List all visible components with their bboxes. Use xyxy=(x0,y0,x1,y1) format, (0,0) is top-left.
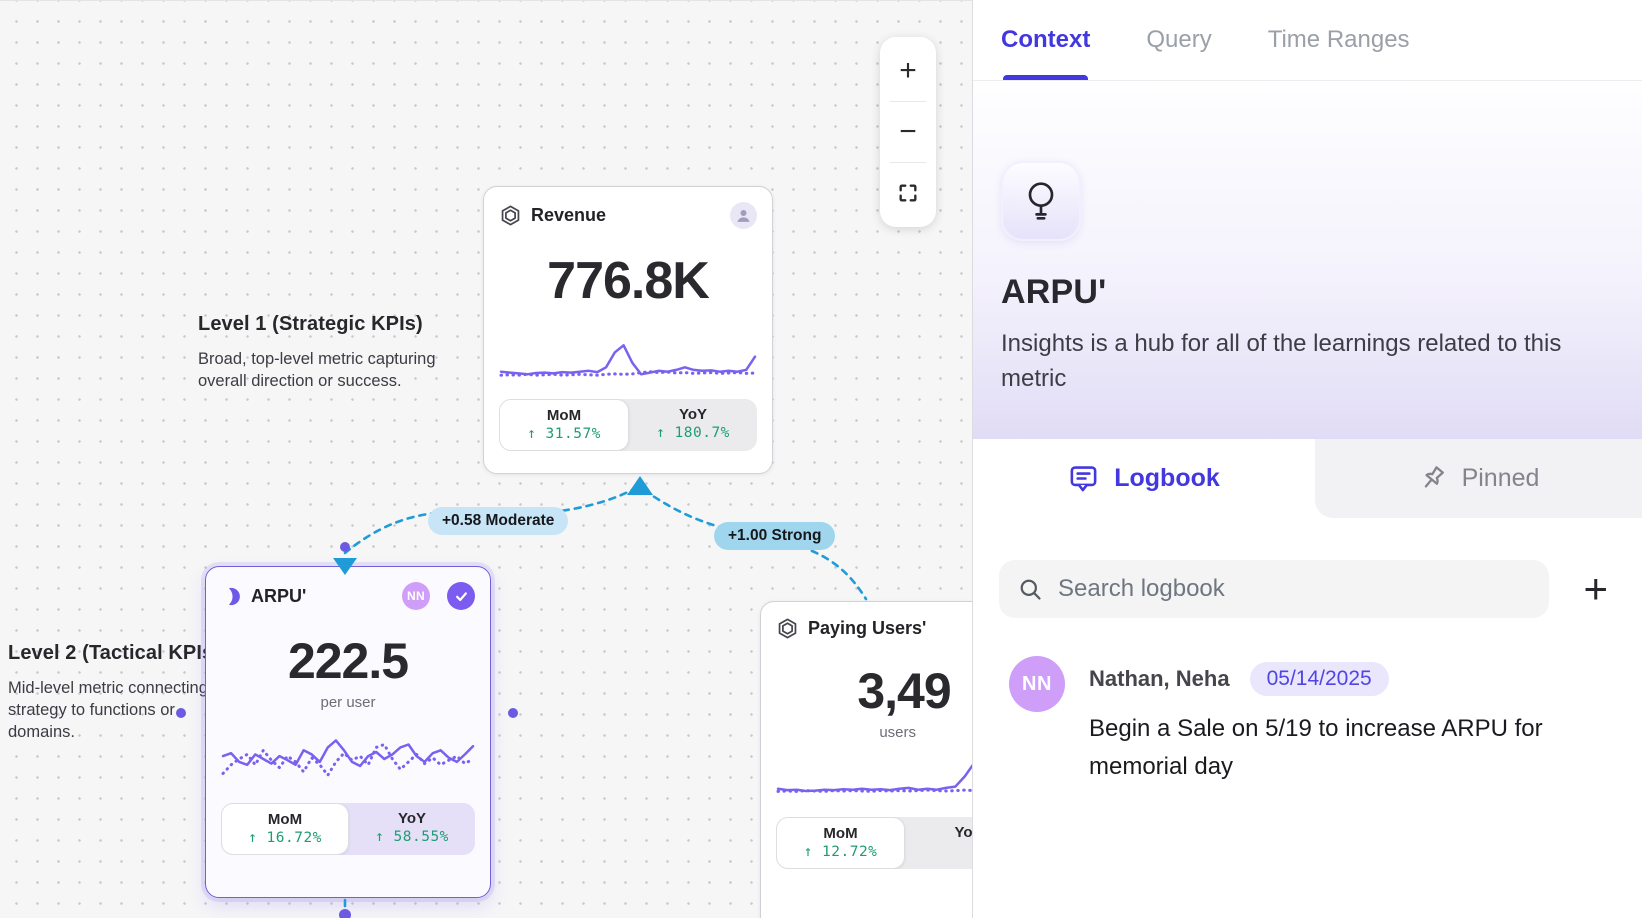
fullscreen-icon xyxy=(897,182,919,204)
yoy-segment[interactable]: YoY xyxy=(954,824,972,841)
metric-tree-canvas[interactable]: Level 1 (Strategic KPIs) Broad, top-leve… xyxy=(0,0,972,918)
logbook-toolbar: + xyxy=(973,518,1642,618)
logbook-search[interactable] xyxy=(999,560,1550,618)
mom-change-value: ↑ 31.57% xyxy=(527,426,601,442)
annotation-level2-heading: Level 2 (Tactical KPIs) xyxy=(8,642,221,664)
yoy-change-value: ↑ 180.7% xyxy=(656,425,730,441)
mom-segment[interactable]: MoM ↑ 31.57% xyxy=(499,399,629,451)
period-toggle[interactable]: MoM ↑ 16.72% YoY ↑ 58.55% xyxy=(221,803,475,855)
period-toggle[interactable]: MoM ↑ 12.72% YoY xyxy=(776,817,972,869)
period-toggle[interactable]: MoM ↑ 31.57% YoY ↑ 180.7% xyxy=(499,399,757,451)
owner-initials-badge: NN xyxy=(402,582,430,610)
verified-check-icon xyxy=(447,582,475,610)
annotation-level2: Level 2 (Tactical KPIs) Mid-level metric… xyxy=(8,642,244,743)
crescent-moon-icon xyxy=(221,586,242,607)
node-handle-top[interactable] xyxy=(340,542,350,552)
yoy-change-value: ↑ 58.55% xyxy=(375,829,449,845)
metric-value: 3,49 xyxy=(857,663,951,719)
sparkline-chart xyxy=(776,755,972,805)
zoom-out-button[interactable]: − xyxy=(880,104,936,160)
edge-label-strong[interactable]: +1.00 Strong xyxy=(714,522,836,550)
hexagon-metric-icon xyxy=(776,617,799,640)
hexagon-metric-icon xyxy=(499,204,522,227)
sparkline-chart xyxy=(499,337,757,387)
metric-node-paying-users[interactable]: Paying Users' 3,49 users MoM ↑ 12.72% Yo… xyxy=(760,601,972,918)
metric-unit: users xyxy=(879,724,916,741)
tab-query[interactable]: Query xyxy=(1146,26,1212,53)
logbook-entry[interactable]: NN Nathan, Neha 05/14/2025 Begin a Sale … xyxy=(973,618,1642,786)
yoy-segment[interactable]: YoY ↑ 58.55% xyxy=(349,803,475,855)
metric-node-title: Paying Users' xyxy=(808,618,927,638)
insight-icon-container xyxy=(1001,161,1081,241)
logbook-pinned-tabs: Logbook Pinned xyxy=(973,439,1642,518)
metric-node-arpu[interactable]: ARPU' NN 222.5 per user MoM ↑ 16.72% xyxy=(205,566,491,898)
fit-view-button[interactable] xyxy=(880,165,936,221)
metric-unit: per user xyxy=(320,694,376,711)
pushpin-icon xyxy=(1418,464,1447,493)
metric-description: Insights is a hub for all of the learnin… xyxy=(1001,330,1562,392)
search-icon xyxy=(1017,576,1044,603)
context-side-panel: Context Query Time Ranges ARPU' Insights… xyxy=(972,0,1642,918)
tab-pinned[interactable]: Pinned xyxy=(1315,439,1642,518)
node-handle-left[interactable] xyxy=(176,708,186,718)
edge-label-moderate[interactable]: +0.58 Moderate xyxy=(428,507,569,535)
metric-node-title: ARPU' xyxy=(251,585,307,606)
mom-segment[interactable]: MoM ↑ 12.72% xyxy=(776,817,905,869)
node-handle-right[interactable] xyxy=(508,708,518,718)
canvas-zoom-toolbar: + − xyxy=(880,37,936,227)
entry-author-name: Nathan, Neha xyxy=(1089,666,1230,691)
metric-node-title: Revenue xyxy=(531,205,607,225)
metric-value: 222.5 xyxy=(287,633,409,689)
metric-name-title: ARPU' xyxy=(1001,273,1107,311)
search-input[interactable] xyxy=(1058,575,1532,603)
owner-avatar-icon xyxy=(730,202,757,229)
mom-change-value: ↑ 12.72% xyxy=(803,844,878,860)
mom-change-value: ↑ 16.72% xyxy=(248,830,322,846)
entry-date-badge: 05/14/2025 xyxy=(1249,662,1389,696)
annotation-level1: Level 1 (Strategic KPIs) Broad, top-leve… xyxy=(198,313,450,392)
divider xyxy=(890,162,926,163)
divider xyxy=(890,101,926,102)
zoom-in-button[interactable]: + xyxy=(880,43,936,99)
logbook-comment-icon xyxy=(1068,463,1099,494)
edge-arrowhead-up xyxy=(627,476,653,495)
annotation-level2-body: Mid-level metric connecting strategy to … xyxy=(8,679,208,741)
panel-tab-bar: Context Query Time Ranges xyxy=(973,0,1642,81)
entry-author-avatar: NN xyxy=(1009,656,1065,712)
metric-value: 776.8K xyxy=(547,252,710,310)
metric-node-revenue[interactable]: Revenue 776.8K MoM ↑ 31.57% YoY ↑ 180 xyxy=(483,186,773,474)
node-handle-bottom[interactable] xyxy=(339,909,351,918)
tab-time-ranges[interactable]: Time Ranges xyxy=(1267,26,1410,53)
mom-segment[interactable]: MoM ↑ 16.72% xyxy=(221,803,349,855)
lightbulb-icon xyxy=(1021,179,1061,223)
yoy-segment[interactable]: YoY ↑ 180.7% xyxy=(629,399,757,451)
tab-context[interactable]: Context xyxy=(1001,0,1090,80)
add-logbook-entry-button[interactable]: + xyxy=(1579,568,1612,610)
sparkline-chart xyxy=(221,727,475,791)
annotation-level1-heading: Level 1 (Strategic KPIs) xyxy=(198,313,423,335)
metric-context-header: ARPU' Insights is a hub for all of the l… xyxy=(973,81,1642,439)
entry-text: Begin a Sale on 5/19 to increase ARPU fo… xyxy=(1089,715,1543,780)
annotation-level1-body: Broad, top-level metric capturing overal… xyxy=(198,350,436,390)
tab-logbook[interactable]: Logbook xyxy=(973,439,1315,518)
